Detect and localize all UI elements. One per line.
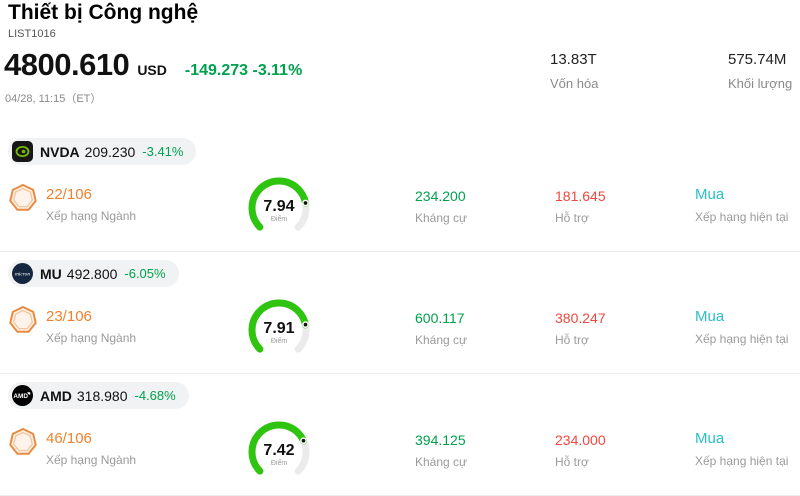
stock-row-nvda[interactable]: NVDA 209.230 -3.41% 22/106 Xếp hạng Ngàn… <box>0 130 800 252</box>
sector-rank-label: Xếp hạng Ngành <box>46 453 137 467</box>
support-label: Hỗ trợ <box>555 333 589 347</box>
amd-logo-icon: AMD <box>12 385 33 406</box>
sector-rank-value: 46/106 <box>46 430 92 447</box>
rating-label: Xếp hạng hiện tại <box>695 332 789 346</box>
stock-change: -6.05% <box>124 266 166 281</box>
sector-rank-value: 23/106 <box>46 308 92 325</box>
score-caption: Điểm <box>270 338 288 345</box>
resistance-label: Kháng cự <box>415 455 468 469</box>
score-gauge-text: 7.42 Điểm <box>236 442 322 467</box>
score-value: 7.94 <box>263 198 295 215</box>
sector-rank-label: Xếp hạng Ngành <box>46 331 137 345</box>
rating-label: Xếp hạng hiện tại <box>695 454 789 468</box>
resistance-value: 394.125 <box>415 432 466 448</box>
index-change: -149.273 -3.11% <box>184 62 303 79</box>
rating-value: Mua <box>695 308 725 325</box>
score-gauge-text: 7.91 Điểm <box>236 320 322 345</box>
score-caption: Điểm <box>270 216 288 223</box>
sector-rank-badge-icon <box>9 183 37 211</box>
volume-label: Khối lượng <box>728 76 793 91</box>
resistance-col: 234.200 Kháng cự <box>415 188 467 225</box>
score-value: 7.91 <box>263 320 295 337</box>
resistance-value: 600.117 <box>415 310 465 326</box>
market-cap-label: Vốn hóa <box>550 76 599 91</box>
sector-rank-badge-icon <box>9 427 37 455</box>
score-gauge-arc <box>236 414 322 486</box>
volume-stat: 575.74M Khối lượng <box>728 51 792 91</box>
stock-symbol: AMD <box>40 387 72 404</box>
sector-rank: 22/106 Xếp hạng Ngành <box>46 186 136 223</box>
stock-row-amd[interactable]: AMD AMD 318.980 -4.68% 46/106 Xếp hạng N… <box>0 374 800 496</box>
sector-rank-value: 22/106 <box>46 186 92 203</box>
index-price-line: 4800.610 USD -149.273 -3.11% <box>4 47 302 83</box>
stock-change: -4.68% <box>134 388 176 403</box>
sector-rank-badge-icon <box>9 305 37 333</box>
support-col: 181.645 Hỗ trợ <box>555 188 606 225</box>
resistance-label: Kháng cự <box>415 333 468 347</box>
stock-badge-mu[interactable]: micron MU 492.800 -6.05% <box>8 260 179 287</box>
sector-rank: 46/106 Xếp hạng Ngành <box>46 430 136 467</box>
score-gauge-arc <box>236 292 322 364</box>
market-cap-value: 13.83T <box>550 51 597 68</box>
score-gauge: 7.94 Điểm <box>236 170 322 242</box>
svg-text:micron: micron <box>15 272 30 278</box>
sector-rank: 23/106 Xếp hạng Ngành <box>46 308 136 345</box>
resistance-col: 394.125 Kháng cự <box>415 432 467 469</box>
currency-label: USD <box>137 62 167 78</box>
stock-price: 209.230 <box>84 143 136 160</box>
support-value: 234.000 <box>555 432 606 448</box>
volume-value: 575.74M <box>728 51 787 68</box>
rating-value: Mua <box>695 186 725 203</box>
market-cap-stat: 13.83T Vốn hóa <box>550 51 598 91</box>
stock-price: 492.800 <box>66 265 118 282</box>
score-gauge-arc <box>236 170 322 242</box>
support-label: Hỗ trợ <box>555 211 589 225</box>
score-value: 7.42 <box>263 442 295 459</box>
rating-col: Mua Xếp hạng hiện tại <box>695 186 788 224</box>
rating-label: Xếp hạng hiện tại <box>695 210 789 224</box>
rating-col: Mua Xếp hạng hiện tại <box>695 430 788 468</box>
resistance-col: 600.117 Kháng cự <box>415 310 467 347</box>
index-header: Thiết bị Công nghệ LIST1016 4800.610 USD… <box>0 0 800 130</box>
quote-datetime: 04/28, 11:15（ET） <box>5 93 102 105</box>
support-col: 380.247 Hỗ trợ <box>555 310 606 347</box>
stock-badge-nvda[interactable]: NVDA 209.230 -3.41% <box>8 138 197 165</box>
support-value: 181.645 <box>555 188 606 204</box>
sector-rank-label: Xếp hạng Ngành <box>46 209 137 223</box>
score-gauge-text: 7.94 Điểm <box>236 198 322 223</box>
rating-value: Mua <box>695 430 725 447</box>
stock-symbol: MU <box>40 265 62 282</box>
rating-col: Mua Xếp hạng hiện tại <box>695 308 788 346</box>
score-gauge: 7.42 Điểm <box>236 414 322 486</box>
page-title: Thiết bị Công nghệ <box>8 1 199 24</box>
score-caption: Điểm <box>270 460 288 467</box>
index-price: 4800.610 <box>4 47 130 82</box>
stock-badge-amd[interactable]: AMD AMD 318.980 -4.68% <box>8 382 189 409</box>
resistance-value: 234.200 <box>415 188 466 204</box>
stock-row-mu[interactable]: micron MU 492.800 -6.05% 23/106 Xếp hạng… <box>0 252 800 374</box>
support-value: 380.247 <box>555 310 606 326</box>
svg-text:AMD: AMD <box>13 393 28 400</box>
stock-symbol: NVDA <box>40 143 80 160</box>
nvidia-logo-icon <box>12 141 33 162</box>
score-gauge: 7.91 Điểm <box>236 292 322 364</box>
stock-price: 318.980 <box>76 387 128 404</box>
list-id: LIST1016 <box>8 28 56 40</box>
support-col: 234.000 Hỗ trợ <box>555 432 606 469</box>
stock-change: -3.41% <box>142 144 184 159</box>
support-label: Hỗ trợ <box>555 455 589 469</box>
micron-logo-icon: micron <box>12 263 33 284</box>
resistance-label: Kháng cự <box>415 211 468 225</box>
